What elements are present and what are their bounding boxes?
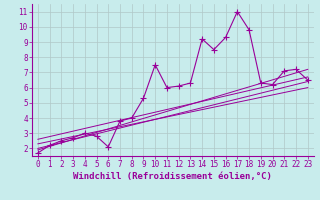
X-axis label: Windchill (Refroidissement éolien,°C): Windchill (Refroidissement éolien,°C) xyxy=(73,172,272,181)
